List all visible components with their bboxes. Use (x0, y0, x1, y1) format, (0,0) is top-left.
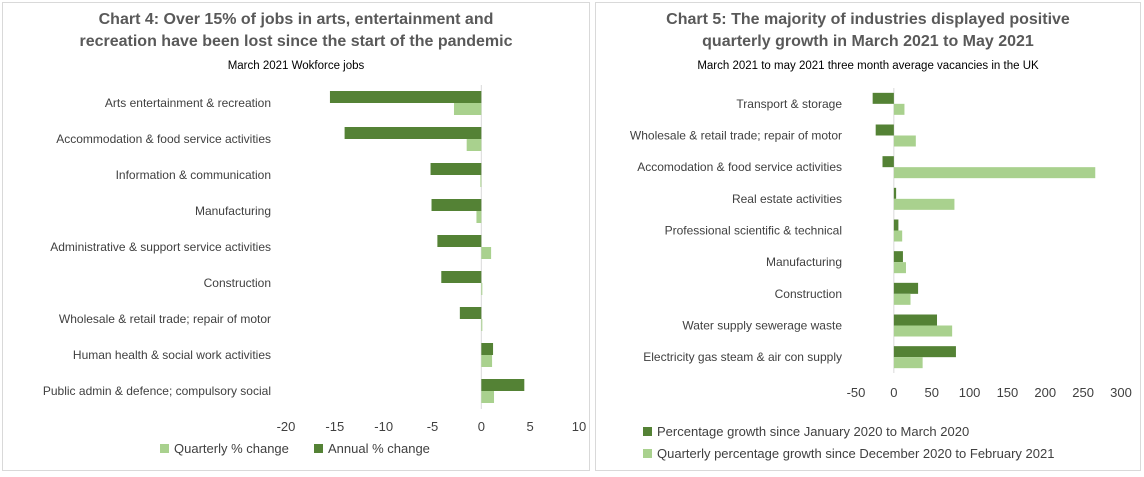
chart5-tick-label: 0 (890, 385, 897, 400)
chart5-bar (893, 293, 911, 305)
chart4-legend-label: Annual % change (328, 441, 430, 456)
chart5-bar (893, 198, 955, 210)
chart4-tick-label: 5 (527, 419, 534, 434)
chart4-category-label: Public admin & defence; compulsory socia… (43, 384, 271, 398)
chart5-tick-label: -50 (847, 385, 866, 400)
chart4-bar (481, 247, 492, 259)
chart5-plot: Transport & storage Wholesale & retail tr… (630, 88, 1132, 461)
chart4-category-label: Human health & social work activities (73, 348, 271, 362)
chart4-bar (481, 319, 483, 331)
chart5-title-line2: quarterly growth in March 2021 to May 20… (702, 33, 1034, 50)
chart5-legend-label: Quarterly percentage growth since Decemb… (657, 446, 1054, 461)
chart5-category-label: Wholesale & retail trade; repair of moto… (630, 129, 842, 143)
chart4-legend-swatch (314, 444, 323, 453)
chart5-category-label: Construction (775, 287, 842, 301)
chart5-bar (875, 124, 894, 136)
chart5-bar (893, 103, 905, 115)
chart5-tick-label: 150 (997, 385, 1019, 400)
chart5-legend-swatch (643, 449, 652, 458)
chart5-bar (893, 135, 916, 147)
chart5-category-label: Transport & storage (736, 97, 842, 111)
chart5-bar (893, 219, 899, 231)
chart5-subtitle: March 2021 to may 2021 three month avera… (697, 60, 1039, 72)
chart5-bar (893, 167, 1096, 179)
chart4-bar (431, 199, 482, 211)
chart4-category-label: Information & communication (116, 168, 271, 182)
chart5-category-label: Professional scientific & technical (665, 224, 842, 238)
chart5-bar (893, 230, 903, 242)
chart5-bar (893, 251, 903, 263)
chart5-bar (893, 262, 906, 274)
chart5-category-label: Water supply sewerage waste (682, 319, 842, 333)
chart4-bar (481, 343, 494, 355)
chart4-tick-label: 0 (478, 419, 485, 434)
chart5-category-label: Electricity gas steam & air con supply (643, 350, 842, 364)
chart5-bar (882, 156, 894, 168)
chart4-tick-label: -10 (374, 419, 393, 434)
chart4-bar (329, 91, 482, 103)
chart5-tick-label: 250 (1072, 385, 1094, 400)
chart4-bar (466, 139, 482, 151)
chart5-category-label: Manufacturing (766, 255, 842, 269)
chart4-title-line1: Chart 4: Over 15% of jobs in arts, enter… (98, 11, 494, 28)
chart4-bar (441, 271, 482, 283)
chart5-bar (893, 282, 919, 294)
chart5-legend-label: Percentage growth since January 2020 to … (657, 424, 969, 439)
chart4-legend-swatch (160, 444, 169, 453)
chart4-bar (344, 127, 482, 139)
chart4-bar (481, 355, 493, 367)
chart4-bar (437, 235, 482, 247)
chart4-title-line2: recreation have been lost since the star… (79, 33, 513, 50)
chart4-plot: Arts entertainment & recreation Accommoda… (43, 85, 586, 456)
chart4-bar (481, 379, 525, 391)
chart4-bar (476, 211, 482, 223)
chart4-category-label: Construction (204, 276, 271, 290)
chart5-bar (872, 92, 894, 104)
chart4-tick-label: -20 (277, 419, 296, 434)
chart5-title-line1: Chart 5: The majority of industries disp… (666, 11, 1070, 28)
chart4-bar (430, 163, 482, 175)
chart4-panel: Chart 4: Over 15% of jobs in arts, enter… (2, 2, 590, 471)
chart5-bar (893, 325, 953, 337)
chart4-tick-label: -5 (427, 419, 439, 434)
chart5-category-label: Real estate activities (732, 192, 842, 206)
chart4-bar (481, 391, 495, 403)
chart5-bar (893, 357, 923, 369)
chart4-title: Chart 4: Over 15% of jobs in arts, enter… (3, 9, 589, 53)
chart4-category-label: Wholesale & retail trade; repair of moto… (59, 312, 271, 326)
chart5-tick-label: 100 (959, 385, 981, 400)
chart4-bar (480, 175, 482, 187)
chart4-tick-label: 10 (572, 419, 586, 434)
chart4-legend-label: Quarterly % change (174, 441, 289, 456)
chart5-title: Chart 5: The majority of industries disp… (596, 9, 1140, 53)
chart4-subtitle: March 2021 Wokforce jobs (227, 60, 365, 72)
chart5-legend-swatch (643, 427, 652, 436)
chart5-panel: Chart 5: The majority of industries disp… (595, 2, 1141, 471)
chart5-category-label: Accomodation & food service activities (637, 160, 842, 174)
chart5-tick-label: 300 (1110, 385, 1132, 400)
chart4-category-label: Manufacturing (195, 204, 271, 218)
chart5-bar (893, 314, 938, 326)
chart5-bar (893, 187, 897, 199)
chart5-tick-label: 200 (1034, 385, 1056, 400)
chart4-bar (481, 283, 483, 295)
chart4-category-label: Arts entertainment & recreation (105, 96, 271, 110)
chart4-category-label: Administrative & support service activit… (50, 240, 271, 254)
chart4-bar (459, 307, 482, 319)
chart4-category-label: Accommodation & food service activities (56, 132, 271, 146)
chart4-bar (453, 103, 482, 115)
chart4-tick-label: -15 (325, 419, 344, 434)
chart5-bar (893, 346, 956, 358)
chart5-tick-label: 50 (924, 385, 938, 400)
